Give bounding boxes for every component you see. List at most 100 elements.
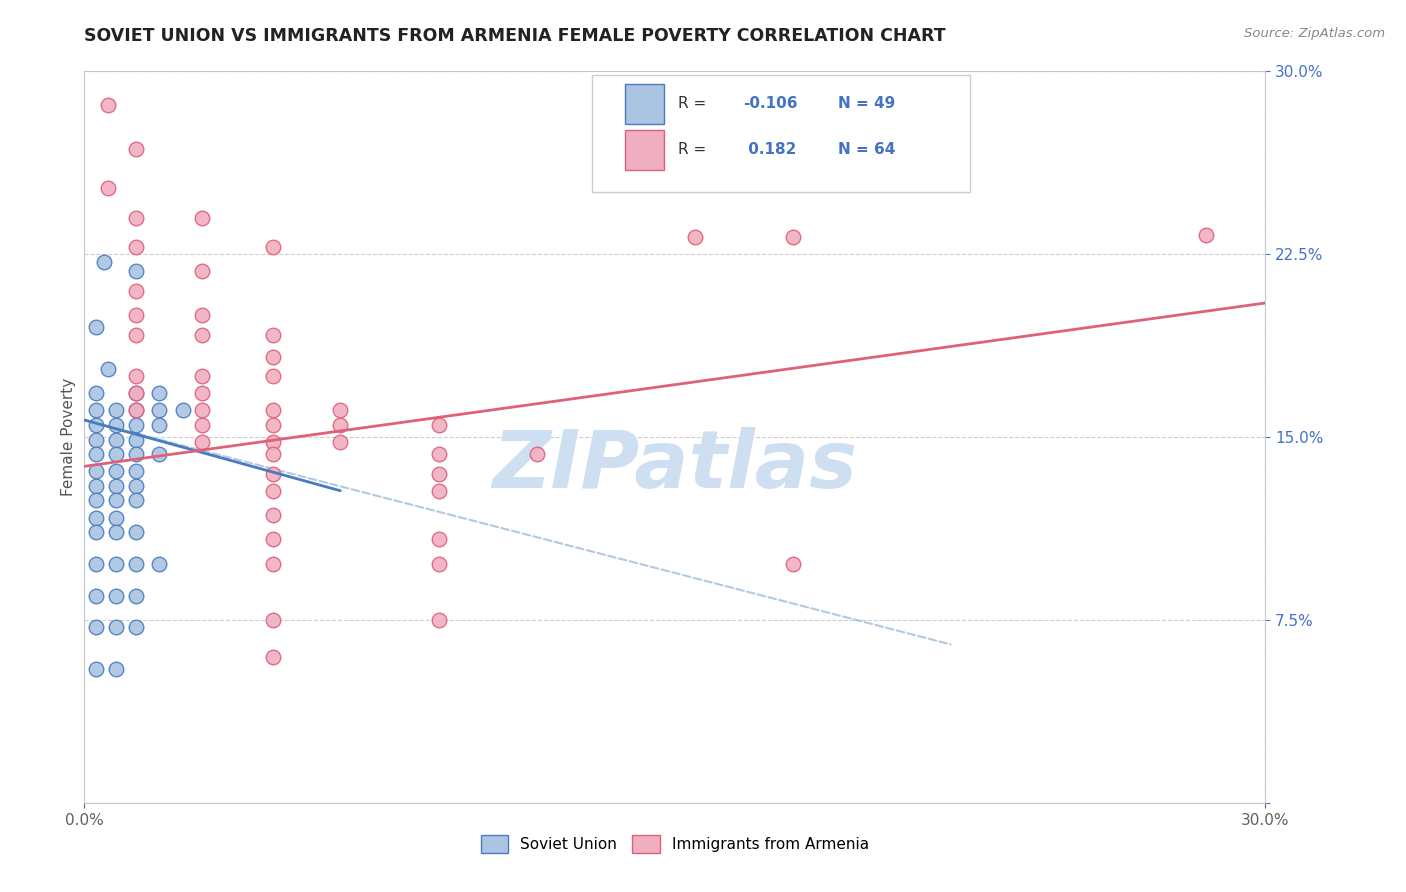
FancyBboxPatch shape: [626, 84, 664, 124]
Point: [84, 403, 107, 417]
Point: [84, 557, 107, 571]
FancyBboxPatch shape: [626, 130, 664, 170]
Point: [191, 417, 214, 432]
Point: [124, 308, 146, 322]
Point: [84, 493, 107, 508]
Point: [191, 386, 214, 401]
Point: [124, 327, 146, 342]
Point: [148, 417, 170, 432]
Point: [191, 308, 214, 322]
Point: [683, 230, 706, 244]
Point: [84, 447, 107, 461]
Point: [124, 403, 146, 417]
Point: [427, 613, 450, 627]
Point: [84, 620, 107, 634]
Point: [84, 464, 107, 478]
Point: [104, 662, 127, 676]
Point: [84, 510, 107, 524]
Point: [124, 386, 146, 401]
Point: [262, 240, 284, 254]
Text: Source: ZipAtlas.com: Source: ZipAtlas.com: [1244, 27, 1385, 40]
Point: [124, 589, 146, 603]
Point: [148, 447, 170, 461]
Text: R =: R =: [679, 143, 711, 158]
Point: [124, 557, 146, 571]
Point: [262, 434, 284, 449]
FancyBboxPatch shape: [592, 75, 970, 192]
Point: [84, 589, 107, 603]
Point: [124, 211, 146, 225]
Point: [262, 403, 284, 417]
Point: [104, 447, 127, 461]
Point: [191, 403, 214, 417]
Point: [427, 447, 450, 461]
Point: [427, 467, 450, 481]
Point: [191, 434, 214, 449]
Legend: Soviet Union, Immigrants from Armenia: Soviet Union, Immigrants from Armenia: [472, 827, 877, 861]
Point: [104, 510, 127, 524]
Point: [124, 464, 146, 478]
Text: N = 64: N = 64: [838, 143, 896, 158]
Point: [84, 479, 107, 493]
Text: -0.106: -0.106: [744, 96, 797, 112]
Point: [262, 649, 284, 664]
Point: [84, 525, 107, 540]
Point: [104, 589, 127, 603]
Point: [84, 417, 107, 432]
Point: [191, 264, 214, 278]
Point: [84, 320, 107, 334]
Point: [526, 447, 548, 461]
Point: [124, 417, 146, 432]
Point: [97, 98, 120, 112]
Point: [104, 403, 127, 417]
Point: [124, 525, 146, 540]
Point: [104, 433, 127, 447]
Point: [124, 240, 146, 254]
Point: [427, 533, 450, 547]
Point: [262, 350, 284, 364]
Point: [97, 181, 120, 195]
Text: SOVIET UNION VS IMMIGRANTS FROM ARMENIA FEMALE POVERTY CORRELATION CHART: SOVIET UNION VS IMMIGRANTS FROM ARMENIA …: [84, 27, 946, 45]
Point: [124, 493, 146, 508]
Point: [124, 447, 146, 461]
Point: [124, 142, 146, 156]
Point: [124, 264, 146, 278]
Text: 0.182: 0.182: [744, 143, 797, 158]
Point: [782, 557, 804, 571]
Point: [262, 417, 284, 432]
Point: [262, 613, 284, 627]
Point: [104, 417, 127, 432]
Point: [427, 557, 450, 571]
Point: [262, 369, 284, 384]
Point: [427, 417, 450, 432]
Point: [191, 327, 214, 342]
Point: [124, 433, 146, 447]
Text: ZIPatlas: ZIPatlas: [492, 427, 858, 506]
Point: [104, 464, 127, 478]
Point: [427, 483, 450, 498]
Point: [104, 620, 127, 634]
Point: [329, 434, 352, 449]
Point: [172, 403, 194, 417]
Point: [84, 386, 107, 401]
Y-axis label: Female Poverty: Female Poverty: [60, 378, 76, 496]
Point: [84, 433, 107, 447]
Point: [104, 493, 127, 508]
Point: [124, 403, 146, 417]
Point: [262, 483, 284, 498]
Point: [262, 508, 284, 522]
Point: [93, 254, 115, 268]
Point: [782, 230, 804, 244]
Point: [124, 620, 146, 634]
Point: [124, 386, 146, 401]
Point: [148, 403, 170, 417]
Point: [124, 284, 146, 298]
Point: [262, 557, 284, 571]
Point: [329, 403, 352, 417]
Point: [104, 557, 127, 571]
Point: [1195, 227, 1218, 242]
Point: [262, 447, 284, 461]
Text: N = 49: N = 49: [838, 96, 896, 112]
Text: R =: R =: [679, 96, 711, 112]
Point: [124, 369, 146, 384]
